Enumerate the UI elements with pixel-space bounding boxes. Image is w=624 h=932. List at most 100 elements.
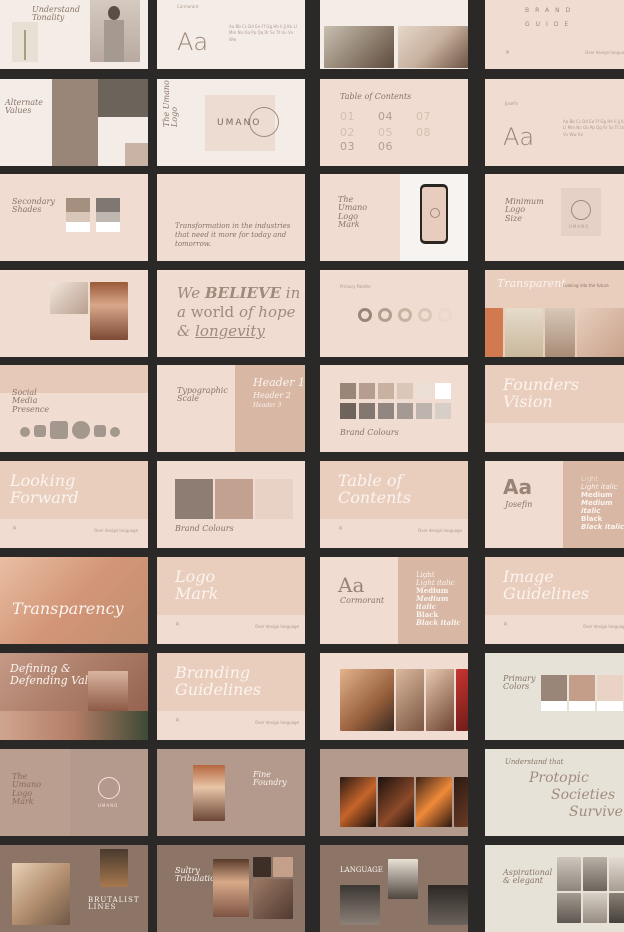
swatch-10	[397, 403, 413, 419]
swatch-1	[340, 383, 356, 399]
palette-dot-5	[438, 308, 452, 322]
toc-num-5: 05	[378, 126, 393, 139]
slide-brand-colours[interactable]: Brand Colours	[320, 365, 468, 452]
slide-sultry-tribulation[interactable]: Sultry Tribulation	[157, 845, 305, 932]
slide-primary-colors[interactable]: Primary Colors	[485, 653, 624, 740]
portrait-photo	[193, 765, 225, 821]
swatch-6	[435, 383, 451, 399]
x-mark-icon: ✕	[12, 525, 18, 532]
slide-brand-colours-2[interactable]: Brand Colours	[157, 461, 305, 548]
slide-brand-guide[interactable]: BRAND GUIDE ✕ Over design language	[485, 0, 624, 69]
slide-title: Sultry Tribulation	[175, 866, 221, 884]
line-2: Protopic	[529, 770, 589, 786]
font-name: Josefin	[505, 500, 533, 509]
slide-founders-vision[interactable]: Founders Vision	[485, 365, 624, 452]
aa-glyph: Aa	[503, 475, 532, 499]
slide-image-guidelines[interactable]: Image Guidelines ✕ Over design language	[485, 557, 624, 644]
slide-looking-forward[interactable]: Looking Forward ✕ Over design language	[0, 461, 148, 548]
slide-alternate-values[interactable]: Alternate Values	[0, 79, 148, 166]
portrait-photo-1	[324, 26, 394, 68]
slide-josefin-specimen[interactable]: Josefin Aa Aa Bb Cc Dd Ee Ff Gg Hh Ii Jj…	[485, 79, 624, 166]
swatch-11	[416, 403, 432, 419]
line-3: Societies	[551, 787, 616, 803]
face-photo-2	[396, 669, 424, 731]
text-panel	[0, 749, 70, 836]
slide-language[interactable]: LANGUAGE	[320, 845, 468, 932]
slide-transformation[interactable]: Transformation in the industries that ne…	[157, 174, 305, 261]
slide-fine-foundry[interactable]: Fine Foundry	[157, 749, 305, 836]
swatch-1	[541, 675, 567, 701]
glyph-set: Aa Bb Cc Dd Ee Ff Gg Hh Ii Jj Kk Ll Mm N…	[229, 24, 297, 42]
logo-circle	[98, 777, 120, 799]
slide-title: Primary Colors	[503, 674, 536, 692]
slide-brutalist-lines[interactable]: BRUTALIST LINES	[0, 845, 148, 932]
palette-dot-1	[358, 308, 372, 322]
slide-portrait-collage[interactable]	[0, 270, 148, 357]
slide-cormorant-weights[interactable]: Aa Cormorant Light Light italic Medium M…	[320, 557, 468, 644]
grid-photo-3	[609, 857, 624, 891]
swatch-3	[66, 222, 90, 232]
slide-table-of-contents[interactable]: Table of Contents 01 02 03 04 05 06 07 0…	[320, 79, 468, 166]
slide-logo-mark-phone[interactable]: The Umano Logo Mark	[320, 174, 468, 261]
swatch-2	[359, 383, 375, 399]
social-icon-5	[94, 425, 106, 437]
slide-title: Brand Colours	[175, 524, 234, 533]
slide-social-media[interactable]: Social Media Presence	[0, 365, 148, 452]
slide-umano-logo-mark[interactable]: The Umano Logo Mark UMANO	[0, 749, 148, 836]
social-icon-1	[20, 427, 30, 437]
collage-photo-3	[273, 857, 293, 877]
palette-dot-3	[398, 308, 412, 322]
header-2: Header 2	[253, 391, 291, 400]
line-3: & longevity	[177, 322, 265, 340]
swatch-2	[569, 675, 595, 701]
slide-we-believe[interactable]: We BELIEVE in a world of hope & longevit…	[157, 270, 305, 357]
grid-photo-1	[557, 857, 581, 891]
slide-cormorant-specimen[interactable]: Cormorant Aa Aa Bb Cc Dd Ee Ff Gg Hh Ii …	[157, 0, 305, 69]
slide-aspirational[interactable]: Aspirational & elegant	[485, 845, 624, 932]
slide-faces-strip[interactable]	[320, 653, 468, 740]
photo-1	[485, 308, 503, 357]
slide-primary-palette[interactable]: Primary Palette	[320, 270, 468, 357]
slide-understand-tonality[interactable]: Understand Tonality	[0, 0, 148, 69]
slide-title: The Umano Logo Mark	[338, 195, 368, 230]
slide-branding-guidelines[interactable]: Branding Guidelines ✕ Over design langua…	[157, 653, 305, 740]
slide-portraits[interactable]	[320, 0, 468, 69]
slide-table-of-contents-2[interactable]: Table of Contents ✕ Over design language	[320, 461, 468, 548]
slide-typographic-scale[interactable]: Typographic Scale Header 1 Header 2 Head…	[157, 365, 305, 452]
body-text: Transformation in the industries that ne…	[175, 222, 291, 249]
color-panel-2	[98, 79, 148, 117]
swatch-1-label	[541, 701, 567, 711]
swatch-3	[255, 479, 293, 519]
slide-minimum-logo-size[interactable]: Minimum Logo Size UMANO	[485, 174, 624, 261]
slide-title: Alternate Values	[5, 98, 43, 116]
slide-title: LANGUAGE	[340, 866, 383, 874]
slide-umano-logo[interactable]: The Umano Logo UMANO	[157, 79, 305, 166]
brand-wordmark: UMANO	[217, 118, 262, 128]
collage-photo-4	[253, 879, 293, 919]
line-1: We BELIEVE in	[177, 284, 301, 302]
slide-secondary-shades[interactable]: Secondary Shades	[0, 174, 148, 261]
slide-protopic-societies[interactable]: Understand that Protopic Societies Survi…	[485, 749, 624, 836]
slide-fire-photos[interactable]	[320, 749, 468, 836]
slide-title: Image Guidelines	[503, 567, 590, 603]
collage-photo-2	[90, 282, 128, 340]
slide-transparency[interactable]: Transparency	[0, 557, 148, 644]
slide-title: Typographic Scale	[177, 386, 228, 404]
social-icon-4	[72, 421, 90, 439]
slide-josefin-weights[interactable]: Aa Josefin Light Light italic Medium Med…	[485, 461, 624, 548]
swatch-8	[359, 403, 375, 419]
footer-band	[157, 711, 305, 740]
brand-wordmark: UMANO	[569, 224, 590, 229]
vertical-title: The Umano Logo	[162, 80, 180, 127]
slide-title: Fine Foundry	[253, 770, 287, 788]
slide-transparent[interactable]: Transparent Looking into the future	[485, 270, 624, 357]
face-photo-3	[426, 669, 454, 731]
glyph-set: Aa Bb Cc Dd Ee Ff Gg Hh Ii Jj Kk Ll Mm N…	[563, 119, 624, 137]
slide-title: Aspirational & elegant	[503, 868, 553, 886]
slide-defining-values[interactable]: Defining & Defending Values	[0, 653, 148, 740]
slide-logo-mark[interactable]: Logo Mark ✕ Over design language	[157, 557, 305, 644]
caption-text	[12, 328, 46, 334]
grid-photo-5	[583, 893, 607, 923]
photo-4	[577, 308, 624, 357]
